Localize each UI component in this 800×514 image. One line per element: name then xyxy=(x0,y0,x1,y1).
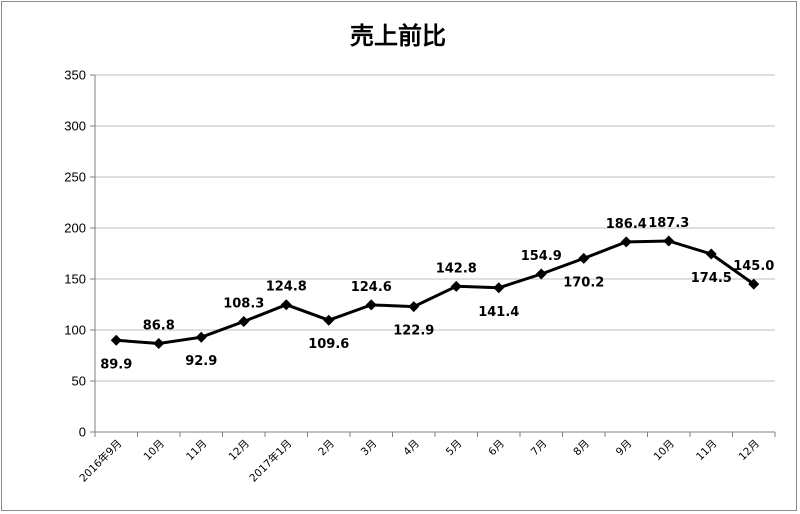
data-label: 86.8 xyxy=(143,318,175,333)
x-tick-label: 6月 xyxy=(486,438,507,459)
x-tick-label: 4月 xyxy=(401,438,422,459)
data-label: 92.9 xyxy=(185,354,217,369)
x-tick-label: 11月 xyxy=(694,438,719,463)
data-label: 108.3 xyxy=(223,297,264,312)
data-point xyxy=(365,299,377,311)
chart-title: 売上前比 xyxy=(350,22,446,50)
data-point xyxy=(280,299,292,311)
data-point xyxy=(110,334,122,346)
x-tick-label: 12月 xyxy=(227,438,252,463)
data-label: 122.9 xyxy=(393,324,434,339)
y-tick-label: 100 xyxy=(64,323,86,338)
x-tick-label: 2017年1月 xyxy=(247,437,295,485)
data-point xyxy=(663,235,675,247)
y-tick-label: 200 xyxy=(64,221,86,236)
y-tick-label: 0 xyxy=(79,425,86,440)
x-tick-label: 11月 xyxy=(184,438,209,463)
x-tick-label: 10月 xyxy=(652,438,677,463)
data-point xyxy=(748,278,760,290)
data-point xyxy=(620,236,632,248)
data-points xyxy=(110,235,760,349)
data-point xyxy=(493,282,505,294)
x-tick-label: 12月 xyxy=(737,438,762,463)
data-label: 174.5 xyxy=(691,271,732,286)
data-label: 124.6 xyxy=(351,280,392,295)
data-point xyxy=(705,248,717,260)
data-point xyxy=(408,301,420,313)
data-point xyxy=(153,337,165,349)
data-label: 170.2 xyxy=(563,275,604,290)
y-tick-label: 250 xyxy=(64,170,86,185)
y-tick-label: 50 xyxy=(72,374,86,389)
x-tick-label: 3月 xyxy=(359,438,380,459)
data-point xyxy=(323,314,335,326)
data-label: 154.9 xyxy=(521,249,562,264)
data-label: 124.8 xyxy=(266,280,307,295)
data-point xyxy=(450,280,462,292)
data-label: 145.0 xyxy=(733,259,774,274)
y-tick-label: 300 xyxy=(64,119,86,134)
x-tick-label: 9月 xyxy=(614,438,635,459)
x-tick-label: 8月 xyxy=(571,438,592,459)
data-label: 187.3 xyxy=(648,216,689,231)
data-point xyxy=(238,316,250,328)
data-point xyxy=(195,331,207,343)
data-label: 186.4 xyxy=(606,217,647,232)
data-label: 142.8 xyxy=(436,261,477,276)
data-label: 89.9 xyxy=(100,357,132,372)
y-tick-label: 150 xyxy=(64,272,86,287)
data-label: 141.4 xyxy=(478,305,519,320)
axes xyxy=(90,74,776,437)
data-point xyxy=(578,252,590,264)
y-tick-label: 350 xyxy=(64,68,86,83)
series-line xyxy=(116,239,755,345)
series-line-path xyxy=(116,239,755,345)
x-tick-label: 7月 xyxy=(529,438,550,459)
gridlines xyxy=(95,74,775,382)
x-tick-label: 5月 xyxy=(444,438,465,459)
y-tick-labels: 0 50 100 150 200 250 300 350 xyxy=(64,68,86,440)
data-label: 109.6 xyxy=(308,337,349,352)
x-tick-label: 10月 xyxy=(142,438,167,463)
x-tick-label: 2月 xyxy=(316,438,337,459)
data-point xyxy=(535,268,547,280)
x-tick-label: 2016年9月 xyxy=(77,437,125,485)
